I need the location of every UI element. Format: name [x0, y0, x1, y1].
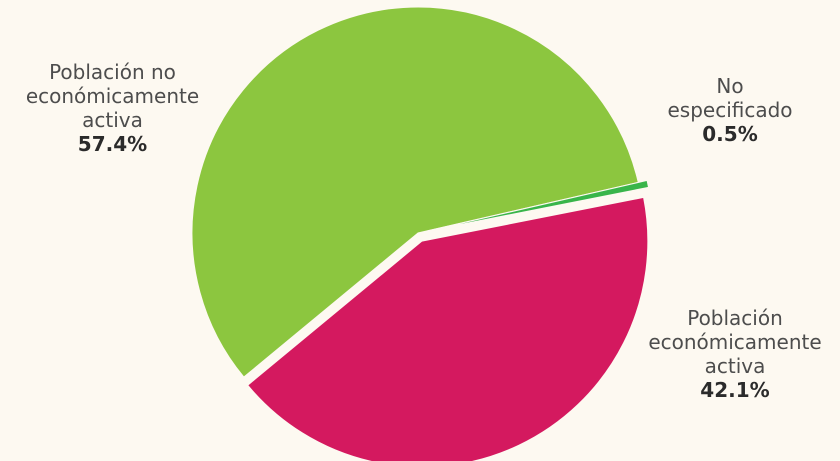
pie-slices — [191, 6, 650, 461]
slice-label-inactive-line-2: económicamente — [25, 84, 200, 108]
slice-label-unspecified: No especificado 0.5% — [650, 74, 810, 146]
slice-label-active: Población económicamente activa 42.1% — [630, 306, 840, 402]
pie-slice-active — [247, 196, 649, 461]
pie-slice-unspecified — [426, 179, 650, 232]
pie-slice-inactive — [191, 6, 639, 378]
slice-label-inactive: Población no económicamente activa 57.4% — [0, 60, 225, 156]
slice-label-inactive-line-3: activa — [82, 108, 143, 132]
slice-value-unspecified: 0.5% — [702, 122, 758, 146]
slice-label-unspecified-line-1: No — [716, 74, 744, 98]
slice-value-active: 42.1% — [700, 378, 770, 402]
slice-label-active-line-1: Población — [687, 306, 783, 330]
slice-label-unspecified-line-2: especificado — [667, 98, 793, 122]
slice-label-active-line-2: económicamente — [648, 330, 822, 354]
slice-label-inactive-line-1: Población no — [49, 60, 176, 84]
slice-value-inactive: 57.4% — [77, 132, 148, 156]
slice-label-active-line-3: activa — [704, 354, 766, 378]
